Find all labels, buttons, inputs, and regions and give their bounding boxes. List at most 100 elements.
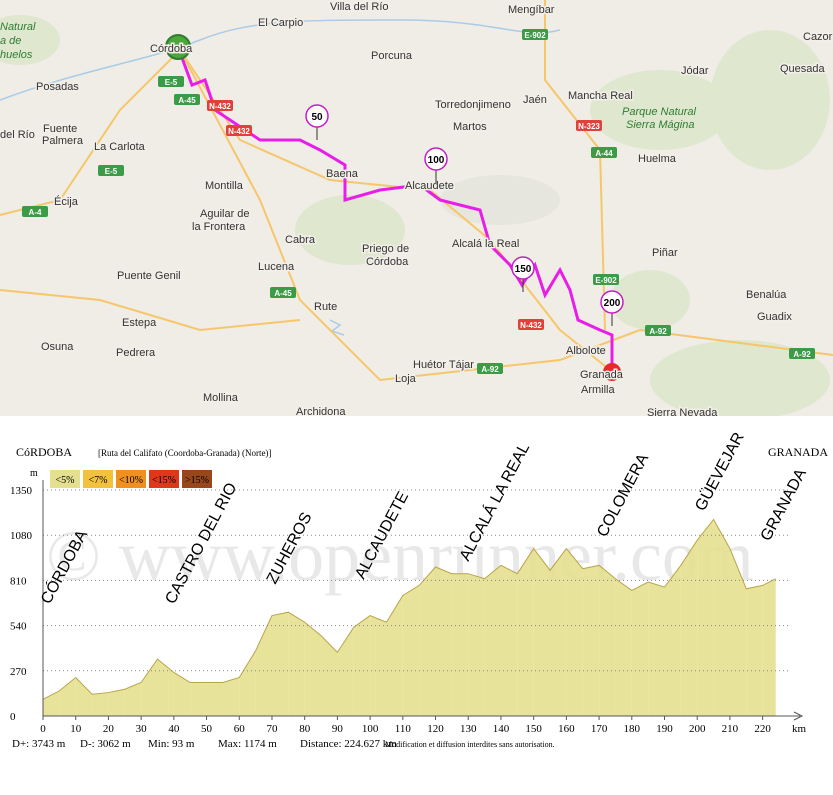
distance-label: 200 (604, 298, 621, 309)
x-tick-label: 90 (332, 723, 344, 735)
place-label: Cabra (285, 234, 316, 246)
profile-segment (566, 548, 583, 716)
distance-marker (305, 104, 329, 128)
profile-segment (533, 548, 551, 716)
road-label: A-44 (595, 149, 613, 158)
place-label: Loja (395, 373, 417, 385)
road-badge (98, 165, 124, 176)
distance-marker (424, 147, 448, 171)
map[interactable]: Villa del Río El Carpio Mengíbar Córdoba Por… (0, 0, 833, 416)
place-label: Porcuna (371, 50, 413, 62)
place-label: Jódar (681, 65, 709, 77)
place-label: Cazorla (803, 31, 833, 43)
profile-segment (124, 682, 142, 716)
x-tick-label: 190 (656, 723, 673, 735)
x-tick-label: 220 (754, 723, 771, 735)
roads (0, 0, 833, 382)
profile-segment (680, 540, 698, 716)
road-badge (158, 76, 184, 87)
road-badge (207, 100, 233, 111)
road-label: A-45 (274, 289, 292, 298)
road-label: E-5 (105, 167, 118, 176)
terrain (0, 15, 830, 416)
profile-segment (435, 567, 452, 716)
road-label: N-432 (209, 102, 231, 111)
park-label: huelos (0, 49, 33, 61)
road-badge (576, 120, 602, 131)
x-tick-label: 100 (362, 723, 379, 735)
legend-swatch (50, 470, 80, 488)
profile-segment (468, 573, 485, 716)
place-label: Priego de (362, 243, 409, 255)
place-label: Sierra Nevada (647, 407, 718, 416)
distance-marker (511, 256, 535, 280)
x-tick-label: 200 (689, 723, 706, 735)
y-tick-label: 0 (10, 711, 16, 723)
road-label: E-902 (595, 276, 617, 285)
profile-segment (615, 578, 632, 716)
legend-swatch (116, 470, 146, 488)
profile-segment (59, 677, 76, 716)
x-tick-label: 50 (201, 723, 213, 735)
start-marker[interactable] (165, 34, 191, 60)
place-label: Aguilar de (200, 208, 250, 220)
profile-segment (173, 672, 191, 716)
place-label: Piñar (652, 247, 678, 259)
y-tick-label: 810 (10, 575, 27, 587)
profile-segment (664, 565, 681, 716)
profile-segment (746, 585, 763, 716)
x-tick-label: 120 (427, 723, 444, 735)
profile-segment (157, 659, 174, 716)
x-tick-label: 0 (40, 723, 46, 735)
place-label: Mollina (203, 392, 239, 404)
place-label: Mancha Real (568, 90, 633, 102)
x-tick-label: 80 (299, 723, 311, 735)
distance-label: 100 (428, 155, 445, 166)
profile-segment (271, 612, 289, 716)
place-label: Écija (54, 195, 79, 208)
profile-segment (713, 519, 730, 716)
road-badge (591, 147, 617, 158)
route (176, 46, 614, 372)
road-label: N-432 (228, 127, 250, 136)
waypoint-label: GRANADA (758, 466, 810, 544)
road-badge (22, 206, 48, 217)
rivers (0, 19, 561, 336)
stat: Max: 1174 m (218, 738, 277, 750)
road-badge (226, 125, 252, 136)
profile-segment (206, 682, 223, 716)
profile-segment (729, 548, 747, 716)
road-label: A-92 (481, 365, 499, 374)
stat: D-: 3062 m (80, 738, 131, 750)
place-label: la Frontera (192, 221, 246, 233)
place-label: Estepa (122, 317, 157, 329)
place-label: Granada (580, 369, 624, 381)
x-tick-label: 20 (103, 723, 115, 735)
profile-segment (550, 548, 567, 716)
end-label: GRANADA (768, 445, 828, 459)
place-label: Rute (314, 301, 337, 313)
road-badge (789, 348, 815, 359)
park-label: Parque Natural (622, 106, 697, 118)
x-tick-label: 10 (70, 723, 82, 735)
profile-segment (222, 677, 240, 716)
x-tick-label: 140 (493, 723, 510, 735)
distance-label: 150 (515, 264, 532, 275)
profile-segment (386, 595, 403, 716)
place-label: Baena (326, 168, 359, 180)
place-label: Alcaudete (405, 180, 454, 192)
end-marker[interactable] (603, 363, 621, 381)
profile-segment (631, 582, 649, 716)
place-label: Torredonjimeno (435, 99, 511, 111)
park-label: Natural (0, 21, 36, 33)
road-label: A-92 (793, 350, 811, 359)
chart-title: [Ruta del Califato (Coordoba-Granada) (N… (98, 448, 271, 458)
place-label: Córdoba (366, 256, 409, 268)
profile-segment (451, 573, 469, 716)
y-tick-label: 270 (10, 666, 27, 678)
note: Modification et diffusion interdites san… (385, 740, 555, 749)
place-label: Jaén (523, 94, 547, 106)
stat: Distance: 224.627 km (300, 738, 397, 750)
profile-segment (484, 565, 501, 716)
profile-segment (321, 635, 338, 716)
